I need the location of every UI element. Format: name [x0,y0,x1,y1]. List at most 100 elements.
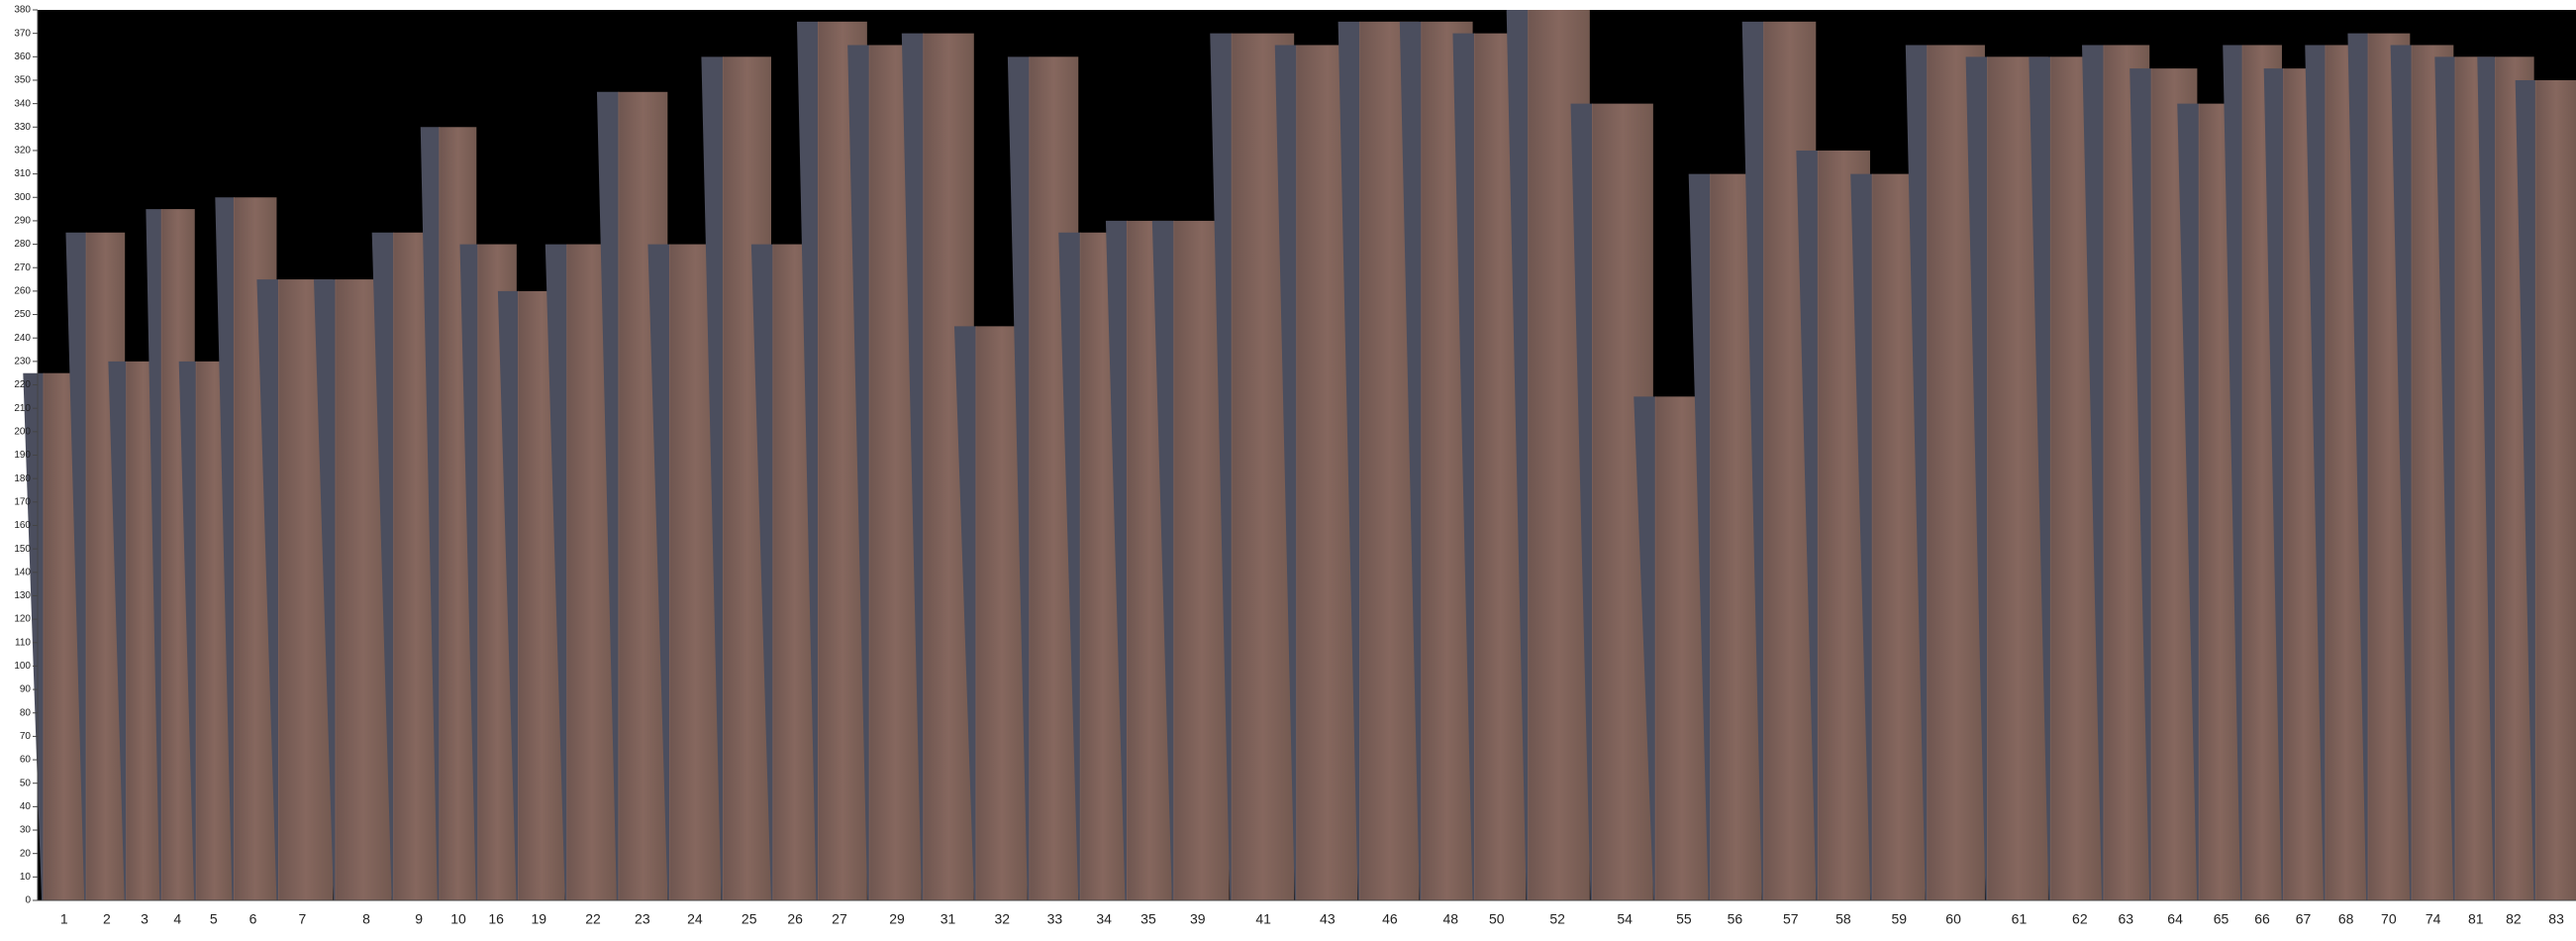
board-shadow [2434,56,2456,900]
board-shadow [459,244,478,900]
y-tick-label: 290 [14,216,31,227]
x-tick-label: 41 [1255,911,1271,927]
x-tick-label: 67 [2296,911,2312,927]
y-tick-label: 230 [14,357,31,367]
x-tick-label: 60 [1945,911,1961,927]
y-tick-label: 30 [20,825,32,836]
x-tick-label: 24 [687,911,703,927]
x-tick-label: 64 [2167,911,2183,927]
y-tick-label: 70 [20,731,32,742]
board-shadow [108,361,127,900]
board-shadow [953,326,976,900]
board-shadow [1274,45,1297,901]
x-tick-label: 83 [2548,911,2564,927]
board-shadow [1905,45,1928,901]
x-tick-label: 61 [2012,911,2028,927]
x-tick-label: 74 [2426,911,2441,927]
x-tick-label: 70 [2381,911,2397,927]
y-tick-label: 200 [14,426,31,437]
board-shadow [2082,45,2105,901]
y-tick-label: 120 [14,614,31,625]
y-tick-label: 340 [14,98,31,109]
y-tick-label: 210 [14,403,31,414]
y-tick-label: 380 [14,5,31,16]
board-shadow [420,127,440,900]
y-tick-label: 280 [14,239,31,250]
x-tick-label: 2 [103,911,111,927]
y-tick-label: 0 [25,895,31,906]
x-tick-label: 43 [1320,911,1336,927]
y-tick-label: 50 [20,778,32,788]
board-shadow [371,232,394,900]
board-shadow [2347,33,2369,900]
board-shadow [1506,10,1529,900]
x-tick-label: 10 [450,911,466,927]
board-shadow [2130,68,2152,901]
y-tick-label: 350 [14,75,31,86]
board-shadow [1058,232,1081,900]
board-shadow [1688,173,1711,900]
x-tick-label: 19 [532,911,547,927]
x-tick-label: 4 [173,911,181,927]
y-tick-label: 60 [20,755,32,766]
board-shadow [497,290,519,900]
x-tick-label: 46 [1382,911,1398,927]
board-shadow [1570,103,1593,900]
x-tick-label: 50 [1489,911,1505,927]
y-tick-label: 270 [14,262,31,273]
x-tick-label: 59 [1892,911,1908,927]
board-shadow [1634,396,1656,900]
x-tick-label: 34 [1096,911,1112,927]
x-tick-label: 62 [2072,911,2088,927]
x-tick-label: 27 [832,911,847,927]
board-shadow [256,279,279,900]
x-tick-label: 23 [635,911,650,927]
board-shadow [1338,21,1360,901]
y-tick-label: 220 [14,379,31,390]
y-tick-label: 10 [20,872,32,883]
board-shadow [215,197,235,900]
y-tick-label: 160 [14,520,31,531]
board-shadow [2390,45,2413,901]
board-shadow [23,372,45,900]
x-tick-label: 68 [2338,911,2354,927]
y-tick-label: 100 [14,661,31,672]
board-shadow [2477,56,2496,900]
y-tick-label: 40 [20,801,32,812]
x-tick-label: 56 [1728,911,1743,927]
y-tick-label: 20 [20,848,32,859]
y-tick-label: 330 [14,122,31,133]
y-tick-label: 320 [14,146,31,157]
x-tick-label: 16 [488,911,504,927]
y-tick-label: 110 [15,637,31,648]
y-tick-label: 90 [20,684,32,695]
y-tick-label: 130 [14,590,31,601]
x-tick-label: 6 [249,911,257,927]
x-tick-label: 48 [1442,911,1458,927]
x-tick-label: 8 [362,911,370,927]
x-tick-label: 58 [1835,911,1851,927]
x-tick-label: 29 [889,911,905,927]
x-tick-label: 82 [2506,911,2522,927]
board-shadow [178,361,197,900]
x-tick-label: 3 [141,911,149,927]
y-tick-label: 150 [14,544,31,555]
board-shadow [796,21,819,901]
board-shadow [313,279,336,900]
board-shadow [2029,56,2051,900]
board-shadow [750,244,773,900]
y-tick-label: 240 [14,333,31,344]
x-tick-label: 35 [1140,911,1156,927]
board-shadow [2263,68,2284,901]
board-shadow [647,244,670,900]
x-tick-label: 65 [2214,911,2229,927]
board-shadow [2177,103,2200,900]
x-tick-label: 9 [415,911,423,927]
board-shadow [901,33,924,900]
x-tick-label: 57 [1783,911,1799,927]
board-shadow [1741,21,1764,901]
x-tick-label: 52 [1549,911,1565,927]
board-shadow [65,232,87,900]
x-tick-label: 32 [994,911,1010,927]
